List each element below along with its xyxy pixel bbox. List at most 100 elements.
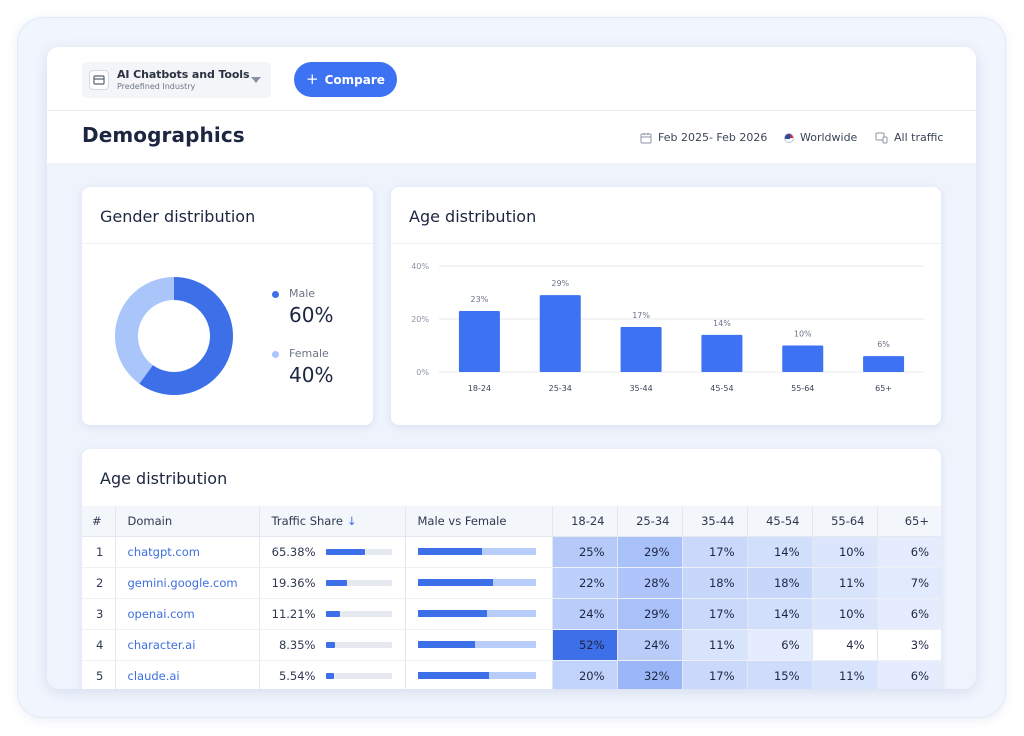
traffic-share-bar bbox=[325, 579, 392, 586]
age-share-cell: 25% bbox=[552, 536, 618, 568]
industry-subtitle: Predefined Industry bbox=[117, 82, 196, 91]
age-share-cell: 11% bbox=[682, 629, 748, 661]
domain-link[interactable]: openai.com bbox=[115, 598, 260, 630]
col-age[interactable]: 65+ bbox=[877, 506, 941, 537]
male-female-bar bbox=[417, 641, 536, 648]
table-row[interactable]: 2 gemini.google.com 19.36% 22% 28% 18% 18% 11% 7… bbox=[82, 567, 941, 599]
domain-link[interactable]: chatgpt.com bbox=[115, 536, 260, 568]
traffic-filter[interactable]: All traffic bbox=[875, 131, 943, 144]
age-bar[interactable] bbox=[782, 345, 824, 373]
x-tick-label: 55-64 bbox=[791, 384, 814, 393]
age-share-cell: 24% bbox=[552, 598, 618, 630]
date-filter[interactable]: Feb 2025- Feb 2026 bbox=[640, 131, 767, 144]
traffic-share-fill bbox=[325, 672, 335, 679]
male-female-bar bbox=[417, 579, 536, 586]
traffic-share-bar bbox=[325, 641, 392, 648]
row-rank: 5 bbox=[82, 660, 116, 689]
age-bar[interactable] bbox=[863, 356, 905, 372]
male-female-bar bbox=[417, 672, 536, 679]
traffic-share-fill bbox=[325, 610, 341, 617]
bar-value-label: 10% bbox=[794, 330, 812, 339]
card-divider bbox=[391, 243, 941, 244]
male-dot bbox=[272, 291, 279, 298]
age-share-cell: 10% bbox=[812, 598, 878, 630]
table-row[interactable]: 3 openai.com 11.21% 24% 29% 17% 14% 10% 6% bbox=[82, 598, 941, 630]
age-share-cell: 29% bbox=[617, 598, 683, 630]
y-tick-label: 40% bbox=[411, 262, 429, 271]
bar-value-label: 23% bbox=[471, 295, 489, 304]
traffic-share-value: 65.38% bbox=[271, 544, 316, 559]
chevron-down-icon[interactable] bbox=[251, 77, 261, 83]
age-share-cell: 52% bbox=[552, 629, 618, 661]
geo-filter-label: Worldwide bbox=[800, 131, 858, 144]
x-tick-label: 35-44 bbox=[629, 384, 652, 393]
male-female-bar bbox=[417, 548, 536, 555]
male-share-fill bbox=[417, 610, 488, 617]
male-female-cell bbox=[405, 598, 553, 630]
table-row[interactable]: 4 character.ai 8.35% 52% 24% 11% 6% 4% 3% bbox=[82, 629, 941, 661]
age-share-cell: 15% bbox=[747, 660, 813, 689]
male-slice bbox=[139, 277, 234, 395]
bar-value-label: 29% bbox=[551, 279, 569, 288]
traffic-share-bar bbox=[325, 672, 392, 679]
app-window: AI Chatbots and Tools Predefined Industr… bbox=[47, 47, 976, 689]
y-tick-label: 20% bbox=[411, 315, 429, 324]
age-card-title: Age distribution bbox=[409, 207, 537, 226]
traffic-filter-label: All traffic bbox=[894, 131, 944, 144]
age-distribution-card: Age distribution 0% 20% 40% 23% 18-24 29% 25-3… bbox=[391, 187, 941, 425]
table-card-title: Age distribution bbox=[100, 469, 228, 488]
traffic-share-cell: 11.21% bbox=[259, 598, 406, 630]
female-label: Female bbox=[289, 347, 329, 360]
industry-selector[interactable]: AI Chatbots and Tools Predefined Industr… bbox=[82, 62, 271, 98]
table-row[interactable]: 1 chatgpt.com 65.38% 25% 29% 17% 14% 10% 6% bbox=[82, 536, 941, 568]
age-share-cell: 11% bbox=[812, 567, 878, 599]
gender-distribution-card: Gender distribution Male 60% Female 40% bbox=[82, 187, 373, 425]
age-share-cell: 6% bbox=[877, 536, 941, 568]
age-bar[interactable] bbox=[620, 326, 662, 372]
age-share-cell: 22% bbox=[552, 567, 618, 599]
age-bar[interactable] bbox=[539, 295, 581, 372]
traffic-share-bar bbox=[325, 548, 392, 555]
devices-icon bbox=[875, 132, 888, 143]
domain-link[interactable]: gemini.google.com bbox=[115, 567, 260, 599]
col-age[interactable]: 55-64 bbox=[812, 506, 878, 537]
col-traffic-share[interactable]: Traffic Share ↓ bbox=[259, 506, 406, 537]
geo-filter[interactable]: Worldwide bbox=[784, 131, 857, 144]
col-age[interactable]: 25-34 bbox=[617, 506, 683, 537]
age-share-cell: 7% bbox=[877, 567, 941, 599]
age-share-cell: 3% bbox=[877, 629, 941, 661]
industry-title: AI Chatbots and Tools bbox=[117, 68, 250, 81]
age-share-cell: 28% bbox=[617, 567, 683, 599]
age-bar[interactable] bbox=[701, 334, 743, 372]
domain-link[interactable]: claude.ai bbox=[115, 660, 260, 689]
age-share-cell: 4% bbox=[812, 629, 878, 661]
traffic-share-fill bbox=[325, 641, 336, 648]
age-share-cell: 14% bbox=[747, 536, 813, 568]
traffic-share-value: 8.35% bbox=[278, 637, 316, 652]
age-share-cell: 6% bbox=[877, 598, 941, 630]
age-share-cell: 29% bbox=[617, 536, 683, 568]
female-value: 40% bbox=[289, 363, 334, 387]
row-rank: 4 bbox=[82, 629, 116, 661]
compare-button[interactable]: + Compare bbox=[294, 62, 397, 97]
age-share-cell: 24% bbox=[617, 629, 683, 661]
col-domain[interactable]: Domain bbox=[115, 506, 260, 537]
col-age[interactable]: 45-54 bbox=[747, 506, 813, 537]
traffic-share-value: 19.36% bbox=[271, 575, 316, 590]
col-male-vs-female[interactable]: Male vs Female bbox=[405, 506, 553, 537]
table-row[interactable]: 5 claude.ai 5.54% 20% 32% 17% 15% 11% 6% bbox=[82, 660, 941, 689]
calendar-icon bbox=[640, 132, 652, 143]
row-rank: 2 bbox=[82, 567, 116, 599]
domain-link[interactable]: character.ai bbox=[115, 629, 260, 661]
col-age[interactable]: 35-44 bbox=[682, 506, 748, 537]
age-share-cell: 6% bbox=[877, 660, 941, 689]
age-share-cell: 18% bbox=[682, 567, 748, 599]
col-age[interactable]: 18-24 bbox=[552, 506, 618, 537]
female-slice bbox=[115, 277, 174, 384]
age-bar[interactable] bbox=[458, 311, 500, 372]
traffic-share-value: 5.54% bbox=[278, 668, 316, 683]
y-tick-label: 0% bbox=[416, 368, 429, 377]
male-female-bar bbox=[417, 610, 536, 617]
x-tick-label: 65+ bbox=[875, 384, 892, 393]
sort-down-icon[interactable]: ↓ bbox=[346, 513, 357, 528]
